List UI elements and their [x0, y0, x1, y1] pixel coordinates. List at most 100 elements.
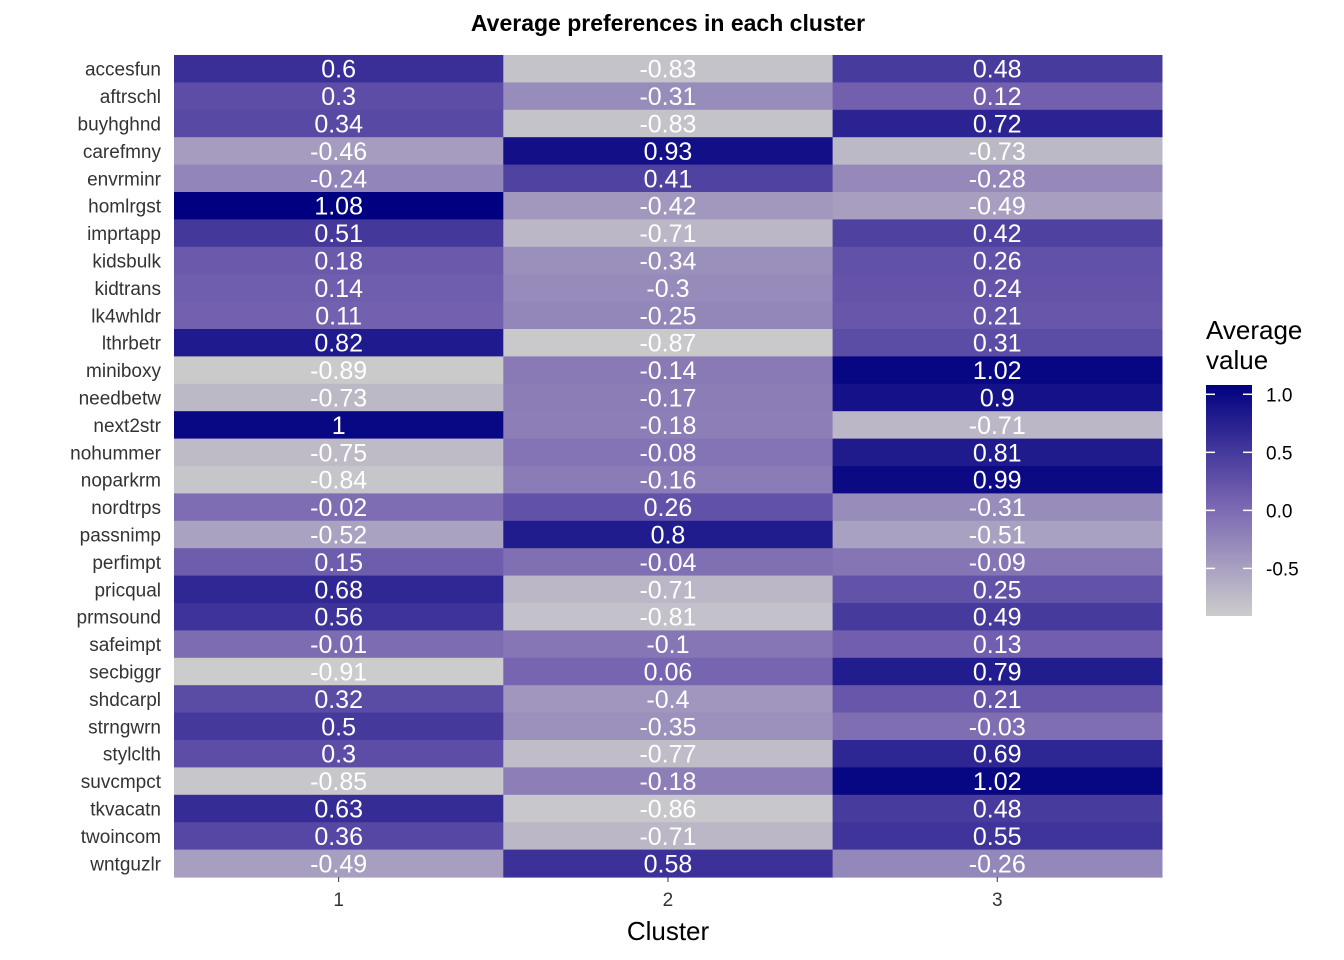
heatmap-cell: [174, 630, 504, 659]
heatmap-cell: [832, 82, 1163, 111]
cell-value-label: -0.1: [646, 631, 689, 659]
heatmap-cell: [503, 329, 834, 357]
cell-value-label: -0.31: [639, 83, 696, 111]
heatmap-cell: [503, 712, 834, 741]
heatmap-cell: [174, 219, 504, 248]
y-tick-label: safeimpt: [89, 635, 162, 656]
legend-title-line: Average: [1206, 315, 1302, 345]
y-tick-label: perfimpt: [92, 553, 161, 574]
cell-value-label: -0.86: [639, 796, 696, 824]
y-tick-label: miniboxy: [86, 361, 161, 382]
cell-value-label: 0.58: [644, 850, 693, 878]
cell-value-label: 0.68: [314, 576, 363, 604]
heatmap-cell: [503, 246, 834, 275]
y-tick-label: stylclth: [103, 745, 161, 766]
heatmap-cell: [174, 493, 504, 522]
heatmap-cell: [503, 356, 834, 385]
cell-value-label: 0.21: [973, 686, 1022, 714]
y-tick-label: kidsbulk: [92, 252, 161, 273]
cell-value-label: -0.51: [969, 522, 1026, 550]
heatmap-cell: [174, 603, 504, 631]
cell-value-label: -0.03: [969, 713, 1026, 741]
y-tick-label: shdcarpl: [89, 690, 161, 711]
y-tick-label: nohummer: [70, 443, 161, 464]
heatmap-cell: [174, 411, 504, 440]
y-tick-labels: accesfun aftrschl buyhghnd carefmny envrminr…: [70, 60, 162, 876]
y-tick-label: kidtrans: [94, 279, 161, 300]
heatmap-cell: [174, 767, 504, 796]
y-tick-label: envrminr: [87, 169, 162, 190]
heatmap-cell: [174, 712, 504, 741]
heatmap-cell: [174, 192, 504, 220]
heatmap-cell: [503, 438, 834, 467]
heatmap-cell: [832, 466, 1163, 494]
heatmap-cell: [503, 630, 834, 659]
cell-value-label: -0.71: [639, 220, 696, 248]
cell-value-label: -0.24: [310, 165, 367, 193]
y-tick-label: passnimp: [80, 526, 161, 547]
heatmap-cell: [174, 164, 504, 193]
heatmap-cell: [503, 137, 834, 166]
heatmap-cell: [174, 575, 504, 604]
cell-value-label: -0.73: [969, 138, 1026, 166]
heatmap-cell: [832, 575, 1163, 604]
heatmap-cell: [832, 411, 1163, 440]
cell-value-label: -0.08: [639, 439, 696, 467]
heatmap-cell: [503, 466, 834, 494]
cell-value-label: -0.46: [310, 138, 367, 166]
cell-value-label: 0.26: [973, 248, 1022, 276]
y-tick-label: lk4whldr: [91, 306, 161, 327]
cell-value-label: -0.85: [310, 768, 367, 796]
heatmap-cell: [832, 849, 1163, 878]
cell-value-label: 0.41: [644, 165, 693, 193]
cell-value-label: 0.11: [315, 302, 362, 330]
x-tick-labels: 1 2 3: [333, 877, 1003, 911]
cell-value-label: 1.02: [973, 768, 1022, 796]
heatmap-cell: [503, 274, 834, 303]
heatmap-cell: [832, 164, 1163, 193]
cell-value-label: 0.82: [314, 330, 363, 358]
heatmap-cell: [503, 603, 834, 631]
cell-value-label: -0.49: [969, 193, 1026, 221]
y-tick-label: lthrbetr: [102, 334, 162, 355]
y-tick-label: nordtrps: [91, 498, 161, 519]
color-legend: Average value 1.0 0.5 0.0 -0.5: [1206, 315, 1302, 616]
heatmap-cell: [832, 493, 1163, 522]
y-tick-label: prmsound: [77, 608, 162, 629]
heatmap-cell: [174, 520, 504, 549]
heatmap-cell: [503, 822, 834, 851]
cell-value-label: 0.31: [973, 330, 1022, 358]
cell-value-label: -0.91: [310, 659, 367, 687]
heatmap-cell: [503, 849, 834, 878]
heatmap-cell: [174, 274, 504, 303]
legend-title-line: value: [1206, 345, 1268, 375]
heatmap-cell: [832, 657, 1163, 686]
cell-value-label: 0.49: [973, 604, 1022, 632]
heatmap-cell: [174, 849, 504, 878]
y-tick-label: buyhghnd: [78, 115, 161, 136]
cell-value-label: 0.06: [644, 659, 693, 687]
heatmap-cell: [832, 219, 1163, 248]
y-tick-label: secbiggr: [89, 663, 161, 684]
y-tick-label: next2str: [93, 416, 161, 437]
heatmap-cell: [832, 109, 1163, 138]
heatmap-cell: [174, 740, 504, 768]
heatmap-cell: [174, 246, 504, 275]
cell-value-label: 0.12: [973, 83, 1022, 111]
cell-value-label: -0.34: [639, 248, 696, 276]
cell-value-label: -0.31: [969, 494, 1026, 522]
cell-value-label: -0.84: [310, 467, 367, 495]
heatmap-cell: [503, 301, 834, 330]
cell-value-label: 0.51: [314, 220, 363, 248]
cell-value-label: 0.93: [644, 138, 693, 166]
y-tick-label: wntguzlr: [89, 854, 161, 875]
heatmap-cell: [832, 274, 1163, 303]
heatmap-cell: [174, 356, 504, 385]
cell-value-label: -0.87: [639, 330, 696, 358]
cell-value-label: -0.14: [639, 357, 696, 385]
heatmap-cell: [832, 329, 1163, 357]
cell-value-label: -0.81: [639, 604, 696, 632]
heatmap-cell: [174, 822, 504, 851]
x-tick-label: 2: [663, 890, 674, 911]
y-tick-label: noparkrm: [81, 471, 161, 492]
